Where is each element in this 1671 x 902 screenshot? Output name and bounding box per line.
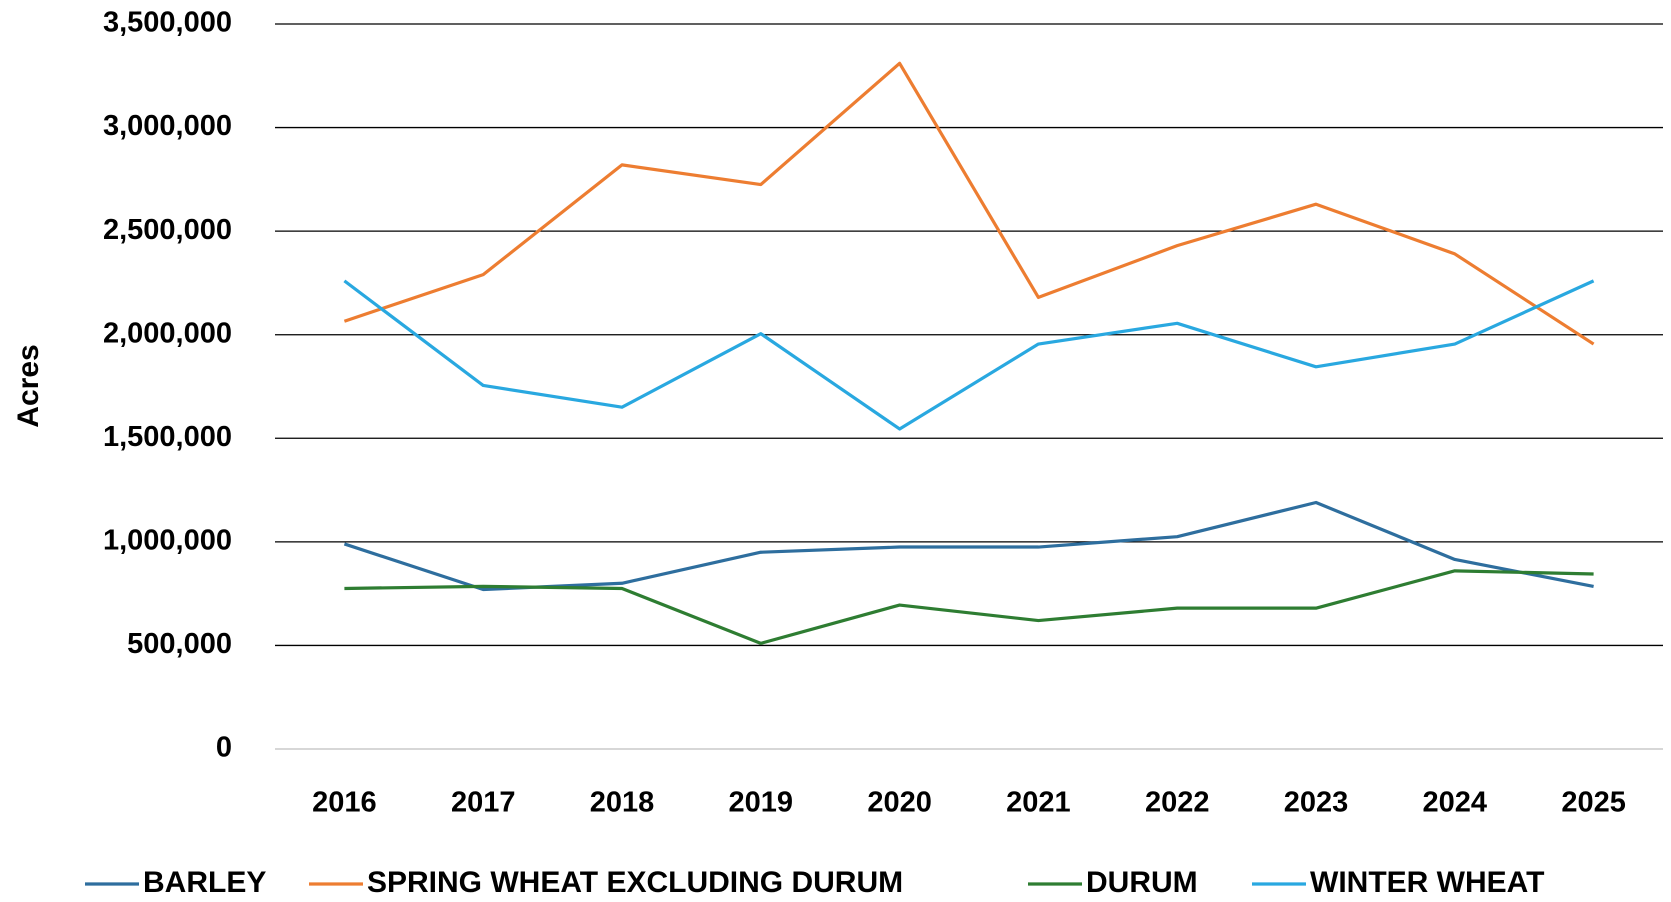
y-tick-label: 3,000,000	[103, 110, 232, 142]
x-tick-label: 2019	[729, 787, 794, 819]
legend-label: BARLEY	[143, 866, 266, 899]
y-axis-label: Acres	[12, 344, 45, 427]
y-tick-label: 0	[216, 732, 232, 764]
y-tick-label: 2,500,000	[103, 214, 232, 246]
x-tick-label: 2025	[1561, 787, 1626, 819]
x-tick-label: 2021	[1006, 787, 1071, 819]
series-line	[343, 279, 1595, 431]
y-tick-label: 3,500,000	[103, 7, 232, 39]
y-tick-label: 1,500,000	[103, 421, 232, 453]
legend-label: WINTER WHEAT	[1310, 866, 1544, 899]
y-tick-label: 500,000	[127, 628, 232, 660]
x-tick-label: 2022	[1145, 787, 1210, 819]
y-tick-label: 1,000,000	[103, 525, 232, 557]
x-tick-label: 2024	[1423, 787, 1488, 819]
x-tick-label: 2016	[312, 787, 377, 819]
series-line	[343, 500, 1594, 592]
series-line	[343, 61, 1595, 346]
y-tick-label: 2,000,000	[103, 317, 232, 349]
x-tick-label: 2023	[1284, 787, 1349, 819]
legend-label: SPRING WHEAT EXCLUDING DURUM	[367, 866, 903, 899]
x-tick-label: 2017	[451, 787, 516, 819]
x-tick-label: 2020	[867, 787, 932, 819]
series-line	[344, 569, 1594, 645]
legend-label: DURUM	[1086, 866, 1198, 899]
x-tick-label: 2018	[590, 787, 655, 819]
